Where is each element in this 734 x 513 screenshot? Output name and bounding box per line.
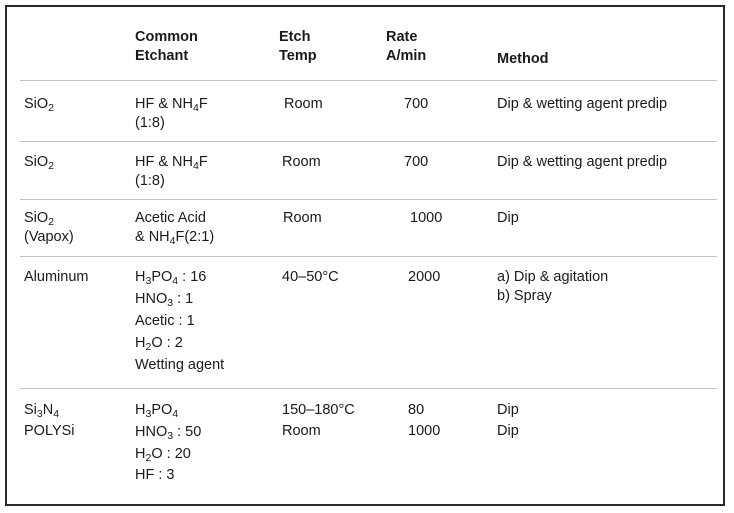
row4-temp: 40–50°C [282, 269, 339, 285]
row5-etchant-line3: H2O : 20 [135, 446, 191, 464]
row1-material: SiO2 [24, 96, 55, 114]
row4-etchant-line4: H2O : 2 [135, 335, 183, 353]
row2-etchant-line1: HF & NH4F [135, 154, 208, 172]
row5-rate-line2: 1000 [408, 423, 441, 439]
row2-rate: 700 [404, 154, 429, 170]
row5-rate-line1: 80 [408, 402, 425, 418]
row5-etchant-line1: H3PO4 [135, 402, 179, 420]
row2-material: SiO2 [24, 154, 55, 172]
separator-row1 [20, 141, 717, 142]
row2-temp: Room [282, 154, 321, 170]
separator-row4 [20, 388, 717, 389]
separator-header [20, 80, 717, 81]
row2-etchant-line2: (1:8) [135, 173, 165, 189]
row5-etchant-line4: HF : 3 [135, 467, 175, 483]
row5-temp-line2: Room [282, 423, 321, 439]
header-rate-line1: Rate [386, 29, 418, 45]
row5-method-line1: Dip [497, 402, 519, 418]
row3-etchant-line2: & NH4F(2:1) [135, 229, 215, 247]
row4-etchant-line3: Acetic : 1 [135, 313, 195, 329]
row3-material-line2: (Vapox) [24, 229, 74, 245]
header-temp-line1: Etch [279, 29, 311, 45]
header-etchant-line1: Common [135, 29, 198, 45]
row4-etchant-line5: Wetting agent [135, 357, 225, 373]
row1-etchant-line1: HF & NH4F [135, 96, 208, 114]
row1-temp: Room [284, 96, 323, 112]
header-temp-line2: Temp [279, 48, 317, 64]
separator-row3 [20, 256, 717, 257]
row5-material-line1: Si3N4 [24, 402, 60, 420]
table-frame [5, 5, 725, 506]
row5-etchant-line2: HNO3 : 50 [135, 424, 202, 442]
row5-method-line2: Dip [497, 423, 519, 439]
header-etchant-line2: Etchant [135, 48, 189, 64]
row4-etchant-line1: H3PO4 : 16 [135, 269, 207, 287]
row3-etchant-line1: Acetic Acid [135, 210, 206, 226]
separator-row2 [20, 199, 717, 200]
row4-material: Aluminum [24, 269, 89, 285]
row1-etchant-line2: (1:8) [135, 115, 165, 131]
row4-method-line1: a) Dip & agitation [497, 269, 609, 285]
row5-temp-line1: 150–180°C [282, 402, 355, 418]
row3-rate: 1000 [410, 210, 443, 226]
row2-method: Dip & wetting agent predip [497, 154, 668, 170]
row3-material-line1: SiO2 [24, 210, 55, 228]
row4-method-line2: b) Spray [497, 288, 552, 304]
header-rate-line2: A/min [386, 48, 427, 64]
row1-rate: 700 [404, 96, 429, 112]
row3-temp: Room [283, 210, 322, 226]
row5-material-line2: POLYSi [24, 423, 75, 439]
row3-method: Dip [497, 210, 519, 226]
header-method: Method [497, 51, 549, 67]
row4-rate: 2000 [408, 269, 441, 285]
row4-etchant-line2: HNO3 : 1 [135, 291, 194, 309]
row1-method: Dip & wetting agent predip [497, 96, 668, 112]
